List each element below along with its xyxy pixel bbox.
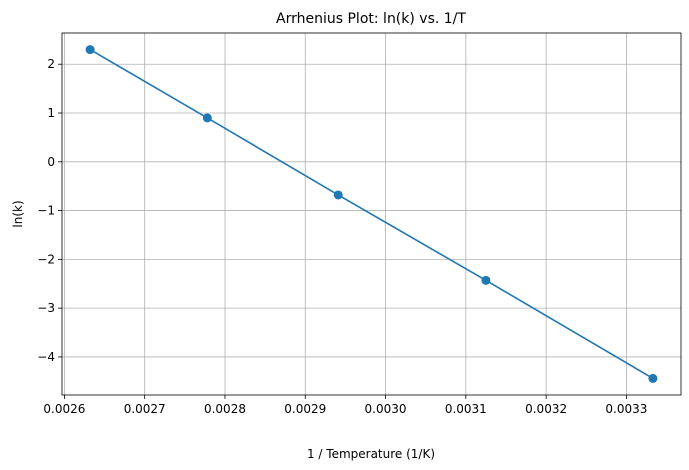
x-tick-label: 0.0032: [525, 402, 567, 416]
x-tick-label: 0.0030: [365, 402, 407, 416]
data-point: [333, 190, 343, 200]
grid-layer: [62, 33, 681, 395]
x-tick-label: 0.0028: [204, 402, 246, 416]
x-axis-label: 1 / Temperature (1/K): [307, 447, 435, 461]
x-tick-label: 0.0033: [605, 402, 647, 416]
x-tick-label: 0.0027: [124, 402, 166, 416]
series-line: [89, 48, 654, 380]
x-tick-label: 0.0031: [445, 402, 487, 416]
chart-title: Arrhenius Plot: ln(k) vs. 1/T: [276, 11, 466, 27]
data-point: [481, 275, 491, 285]
x-tick-label: 0.0029: [284, 402, 326, 416]
y-tick-label: −4: [37, 350, 55, 364]
y-tick-label: −3: [37, 301, 55, 315]
series-layer: [85, 45, 658, 383]
plot-frame: [61, 32, 682, 396]
data-point: [648, 373, 658, 383]
data-point: [202, 113, 212, 123]
y-tick-label: −2: [37, 252, 55, 266]
y-tick-label: 2: [47, 57, 55, 71]
y-axis-label: ln(k): [11, 200, 25, 227]
data-point: [85, 45, 95, 55]
y-tick-label: −1: [37, 204, 55, 218]
y-tick-label: 1: [47, 106, 55, 120]
y-tick-label: 0: [47, 155, 55, 169]
x-tick-label: 0.0026: [43, 402, 85, 416]
axes-layer: 0.0026 0.0027 0.0028 0.0029 0.0030 0.0031 0.00…: [37, 32, 682, 416]
